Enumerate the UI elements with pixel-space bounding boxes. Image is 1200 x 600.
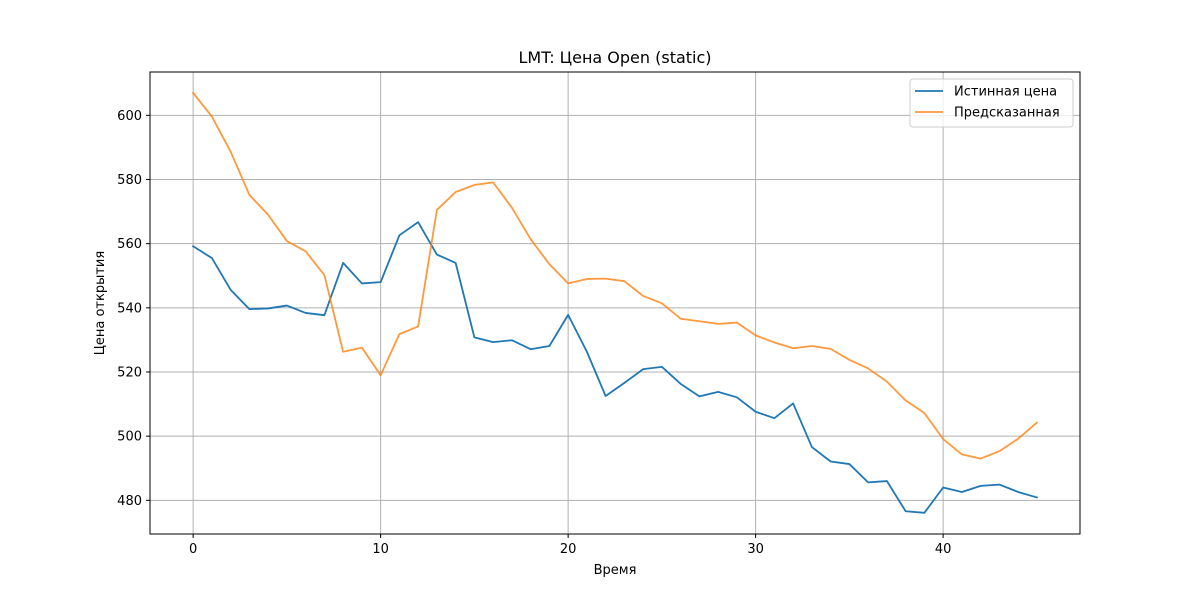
- y-tick-label: 600: [117, 109, 142, 124]
- y-tick-label: 580: [117, 173, 142, 188]
- legend-label: Истинная цена: [954, 85, 1057, 100]
- y-tick-label: 480: [117, 494, 142, 509]
- chart-title: LMT: Цена Open (static): [518, 48, 711, 67]
- legend-label: Предсказанная: [954, 106, 1060, 121]
- y-tick-label: 540: [117, 301, 142, 316]
- series-lines: [191, 91, 1039, 514]
- axis-ticks: 0 10 20 30 40 480 500 520 540 560 580 600: [117, 109, 951, 557]
- legend-box: [909, 78, 1074, 128]
- x-tick-label: 40: [935, 542, 952, 557]
- y-axis-title: Цена открытия: [93, 251, 108, 355]
- x-tick-label: 10: [372, 542, 389, 557]
- series-line-predicted-price: [191, 91, 1039, 460]
- y-tick-label: 560: [117, 237, 142, 252]
- x-axis-title: Время: [594, 563, 637, 578]
- legend: Истинная цена Предсказанная: [909, 78, 1074, 128]
- y-tick-label: 500: [117, 430, 142, 445]
- series-line-true-price: [191, 221, 1038, 514]
- y-tick-label: 520: [117, 365, 142, 380]
- plot-frame: [149, 71, 1081, 535]
- x-tick-label: 0: [189, 542, 197, 557]
- x-tick-label: 20: [560, 542, 577, 557]
- x-tick-label: 30: [747, 542, 764, 557]
- grid-lines: [150, 72, 1080, 534]
